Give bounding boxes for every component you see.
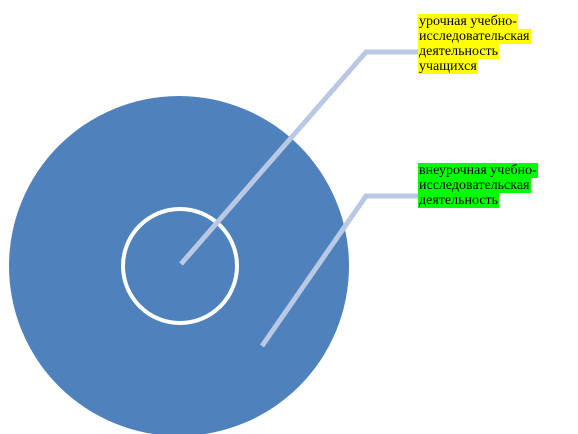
label-inner-line: учащихся — [418, 59, 478, 74]
inner-circle — [121, 207, 239, 325]
label-inner-line: урочная учебно- — [418, 14, 518, 29]
label-inner-circle: урочная учебно- исследовательская деятел… — [418, 14, 531, 74]
label-outer-line: исследовательская — [418, 178, 531, 193]
label-outer-line: внеурочная учебно- — [418, 163, 538, 178]
leader-line-inner — [179, 49, 418, 266]
label-inner-line: деятельность — [418, 44, 500, 59]
label-inner-line: исследовательская — [418, 29, 531, 44]
label-outer-circle: внеурочная учебно- исследовательская дея… — [418, 163, 538, 208]
leader-line-outer — [259, 193, 418, 348]
outer-circle — [9, 96, 349, 434]
label-outer-line: деятельность — [418, 193, 500, 208]
